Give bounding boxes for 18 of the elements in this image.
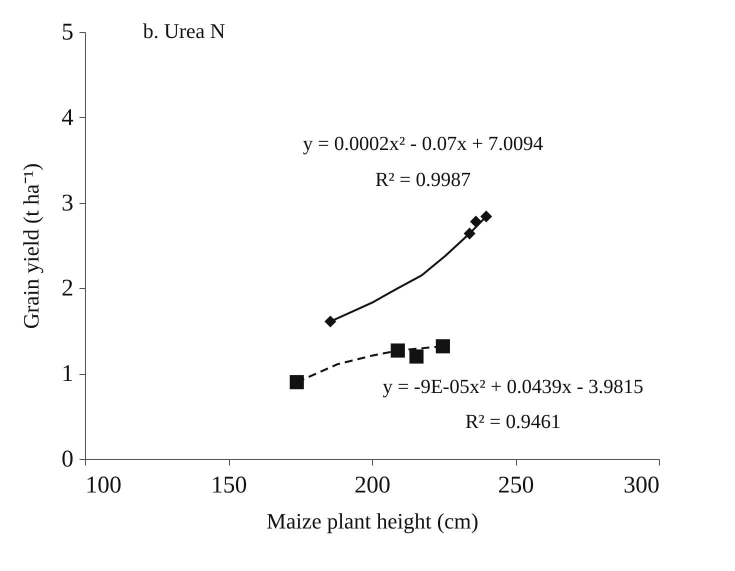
y-tick-label: 2: [62, 276, 74, 302]
annotation: y = -9E-05x² + 0.0439x - 3.9815: [382, 376, 644, 398]
chart-title: b. Urea N: [143, 19, 226, 43]
y-tick-label: 4: [62, 104, 74, 131]
y-tick-label: 3: [62, 190, 74, 216]
x-axis-title: Maize plant height (cm): [266, 508, 478, 534]
annotation: R² = 0.9461: [465, 411, 561, 433]
x-tick-label: 150: [211, 472, 247, 498]
x-tick-label: 250: [498, 472, 534, 498]
x-tick-label: 200: [354, 472, 390, 498]
y-tick-label: 0: [62, 446, 74, 472]
y-tick-label: 1: [62, 361, 74, 388]
y-tick-label: 5: [62, 20, 74, 46]
annotation: y = 0.0002x² - 0.07x + 7.0094: [302, 133, 544, 155]
y-axis-title: Grain yield (t ha⁻¹): [18, 163, 44, 329]
x-tick-label: 300: [624, 472, 660, 498]
x-tick-label: 100: [86, 472, 122, 498]
annotation: R² = 0.9987: [375, 169, 471, 191]
